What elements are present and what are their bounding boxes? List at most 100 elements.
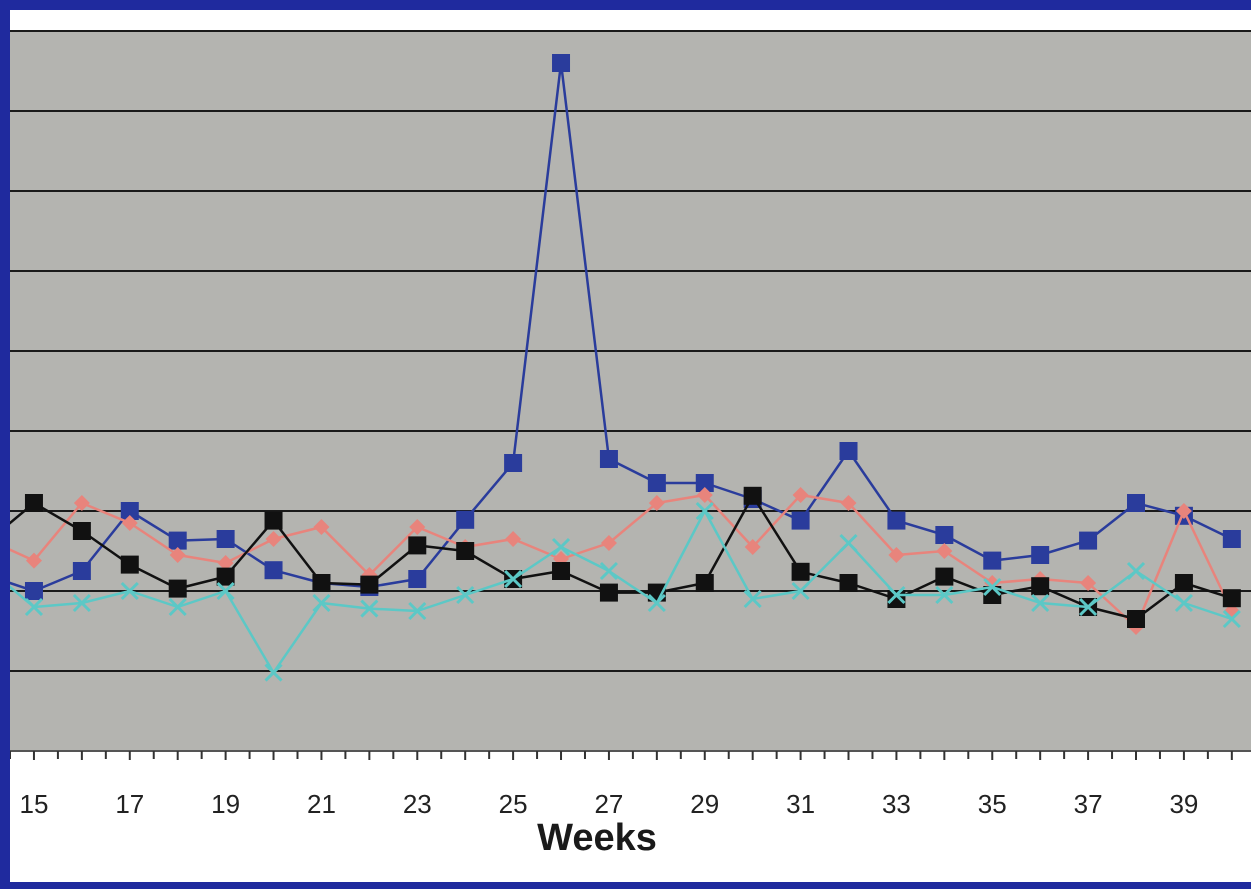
x-tick-label-21: 21 bbox=[307, 789, 336, 819]
series-3-point-19 bbox=[216, 581, 235, 601]
series-3-point-30 bbox=[743, 589, 762, 609]
series-0-point-25 bbox=[504, 454, 523, 472]
series-2-point-19 bbox=[216, 567, 235, 586]
series-0-point-33 bbox=[887, 511, 906, 530]
x-tick-label-19: 19 bbox=[211, 789, 240, 819]
series-0-point-27 bbox=[599, 450, 618, 468]
x-tick-label-35: 35 bbox=[978, 789, 1007, 819]
series-1-point-34 bbox=[936, 543, 953, 559]
series-0-point-28 bbox=[647, 474, 666, 492]
series-2-point-24 bbox=[456, 542, 475, 560]
x-tick-label-31: 31 bbox=[786, 789, 815, 819]
series-3-point-17 bbox=[120, 581, 139, 601]
x-tick-label-27: 27 bbox=[594, 789, 623, 819]
series-0-point-34 bbox=[935, 526, 954, 544]
series-0-point-26 bbox=[552, 54, 571, 72]
x-tick-labels: 15 17 19 21 23 25 27 29 31 33 35 37 39 bbox=[19, 789, 1198, 819]
series-0-point-32 bbox=[839, 442, 858, 460]
series-3-point-31 bbox=[791, 581, 810, 601]
series-1-point-37 bbox=[1080, 575, 1097, 591]
series-1-point-33 bbox=[888, 547, 905, 563]
series-3-point-38 bbox=[1126, 561, 1146, 581]
series-1-point-15 bbox=[25, 552, 42, 569]
series-3-point-23 bbox=[408, 601, 427, 621]
series-2-point-36 bbox=[1031, 577, 1050, 596]
series-0-point-16 bbox=[72, 562, 91, 580]
series-3-point-39 bbox=[1174, 593, 1193, 613]
series-0-point-20 bbox=[264, 561, 283, 580]
x-tick-label-37: 37 bbox=[1074, 789, 1103, 819]
x-tick-label-39: 39 bbox=[1169, 789, 1198, 819]
series-0-point-35 bbox=[983, 551, 1002, 570]
series-3-point-16 bbox=[72, 593, 91, 613]
series-0-point-31 bbox=[791, 511, 810, 530]
series-3-point-35 bbox=[983, 577, 1002, 597]
series-1-point-17 bbox=[121, 515, 138, 531]
series-2-point-31 bbox=[791, 562, 810, 581]
series-2-point-22 bbox=[360, 575, 379, 594]
series-3-point-28 bbox=[647, 593, 666, 613]
series-0-point-29 bbox=[695, 474, 714, 492]
series-2-point-34 bbox=[935, 567, 954, 586]
series-0-point-18 bbox=[168, 531, 187, 550]
x-tick-label-23: 23 bbox=[403, 789, 432, 819]
series-1-point-28 bbox=[648, 495, 665, 511]
series-2-point-38 bbox=[1127, 610, 1146, 628]
series-1-point-23 bbox=[409, 519, 426, 535]
series-2-point-26 bbox=[552, 562, 571, 580]
series-3-point-27 bbox=[599, 561, 618, 581]
series-2-point-17 bbox=[120, 555, 139, 574]
gridlines bbox=[10, 30, 1251, 672]
series-0-point-17 bbox=[120, 502, 139, 520]
series-2-point-20 bbox=[264, 511, 283, 530]
series-1-point-19 bbox=[217, 555, 234, 571]
x-tick-label-25: 25 bbox=[499, 789, 528, 819]
series-2-point-21 bbox=[312, 574, 331, 592]
series-1-point-29 bbox=[696, 487, 713, 503]
x-tick-label-17: 17 bbox=[115, 789, 144, 819]
series-2-point-39 bbox=[1174, 574, 1193, 592]
x-ticks bbox=[10, 751, 1233, 760]
series-2-point-33 bbox=[887, 590, 906, 608]
series-1-point-32 bbox=[840, 495, 857, 511]
series-1-point-25 bbox=[505, 531, 522, 547]
series-0-point-19 bbox=[216, 530, 235, 548]
series-2-point-23 bbox=[408, 536, 427, 555]
x-tick-label-29: 29 bbox=[690, 789, 719, 819]
plot-area bbox=[10, 31, 1251, 751]
series-1-point-39 bbox=[1175, 503, 1192, 519]
series-3-point-37 bbox=[1079, 597, 1098, 617]
series-3-point-21 bbox=[312, 593, 331, 613]
series-0-point-38 bbox=[1127, 494, 1146, 512]
series-2-point-15 bbox=[24, 494, 43, 512]
series-3-point-24 bbox=[456, 585, 475, 605]
series-1-point-20 bbox=[265, 531, 282, 547]
series-3-point-22 bbox=[360, 599, 379, 618]
series-3-point-40 bbox=[1222, 609, 1241, 629]
series-2-point-27 bbox=[599, 583, 618, 602]
series-0-point-40 bbox=[1222, 530, 1241, 548]
x-tick-label-15: 15 bbox=[19, 789, 48, 819]
chart-panel: 15 17 19 21 23 25 27 29 31 33 35 37 39 Weeks bbox=[10, 10, 1251, 882]
x-tick-label-33: 33 bbox=[882, 789, 911, 819]
series-3 bbox=[10, 501, 1241, 682]
series-3-point-33 bbox=[887, 585, 906, 605]
series-3-point-34 bbox=[935, 585, 954, 605]
series bbox=[10, 54, 1241, 682]
series-3-point-15 bbox=[24, 597, 44, 617]
series-1-point-31 bbox=[792, 487, 809, 503]
series-1-point-18 bbox=[169, 547, 186, 563]
series-0-point-24 bbox=[456, 510, 475, 529]
series-3-point-25 bbox=[504, 569, 523, 589]
series-1-point-27 bbox=[600, 535, 617, 551]
series-2-point-29 bbox=[695, 574, 714, 592]
series-3-point-18 bbox=[168, 597, 187, 617]
series-1-point-16 bbox=[73, 495, 90, 511]
series-0-point-15 bbox=[24, 582, 43, 600]
series-2-point-16 bbox=[72, 522, 91, 540]
series-1-point-30 bbox=[744, 539, 761, 555]
series-3-point-20 bbox=[264, 663, 283, 682]
x-axis-title: Weeks bbox=[537, 817, 657, 859]
series-2-point-18 bbox=[168, 579, 187, 598]
series-1-point-21 bbox=[313, 519, 330, 535]
